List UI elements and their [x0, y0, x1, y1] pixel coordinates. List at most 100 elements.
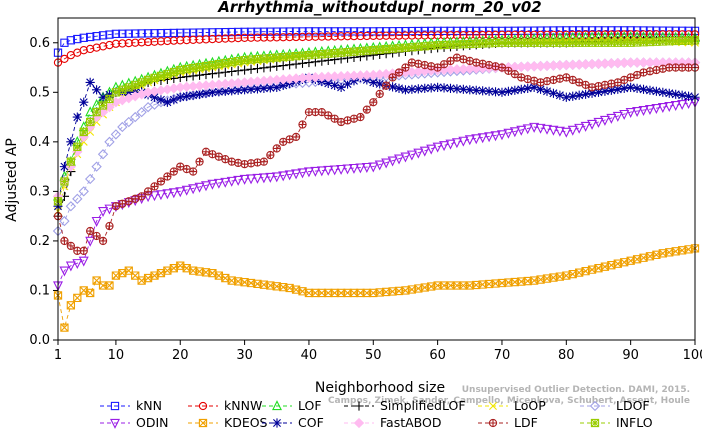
data-point-odin — [368, 162, 379, 173]
data-point-cof — [458, 84, 468, 94]
data-point-knnw — [240, 33, 249, 42]
data-point-odin — [651, 104, 662, 114]
data-point-ldof — [97, 149, 109, 160]
x-tick-label: 60 — [429, 348, 446, 363]
data-point-odin — [567, 125, 578, 136]
data-point-ldf — [163, 172, 172, 181]
data-point-kdeos — [60, 323, 69, 332]
data-point-cof — [445, 83, 456, 93]
data-point-ldf — [317, 107, 326, 117]
data-point-knn — [330, 27, 339, 36]
data-point-knn — [234, 27, 243, 37]
data-point-simplifiedlof — [259, 63, 269, 73]
data-point-cof — [478, 86, 488, 96]
data-point-ldf — [66, 241, 76, 251]
legend-item-odin: ODIN — [100, 415, 169, 430]
legend-item-cof: COF — [262, 415, 324, 430]
data-point-knnw — [92, 43, 101, 52]
data-point-knn — [349, 27, 359, 36]
data-point-ldf — [600, 80, 610, 90]
series-line-ldof — [57, 62, 695, 232]
y-tick-label: 0.3 — [29, 184, 50, 199]
data-point-odin — [535, 123, 546, 134]
legend-label-inflo: INFLO — [616, 415, 653, 430]
data-point-odin — [593, 117, 604, 128]
data-point-ldf — [394, 68, 404, 77]
data-point-cof — [233, 85, 243, 95]
data-point-odin — [625, 107, 636, 118]
legend-label-knn: kNN — [136, 398, 162, 413]
data-point-knn — [594, 26, 603, 35]
data-point-odin — [644, 105, 655, 115]
data-point-cof — [72, 112, 82, 122]
data-point-cof — [207, 87, 218, 97]
data-point-odin — [471, 134, 482, 145]
data-point-knn — [214, 28, 224, 37]
data-point-odin — [316, 166, 327, 177]
data-point-knnw — [253, 33, 262, 42]
x-tick-label: 40 — [301, 348, 318, 363]
data-point-knnw — [259, 33, 269, 42]
data-point-knnw — [208, 34, 217, 44]
data-point-inflo — [221, 58, 230, 68]
data-point-ldf — [98, 236, 108, 246]
data-point-odin — [104, 204, 115, 215]
data-point-knnw — [291, 32, 301, 42]
data-point-knnw — [156, 37, 166, 46]
data-point-knnw — [343, 32, 352, 41]
data-point-ldf — [92, 231, 101, 241]
data-point-knnw — [298, 32, 307, 42]
data-point-ldf — [555, 74, 565, 83]
data-point-cof — [555, 90, 565, 100]
data-point-knn — [246, 27, 256, 36]
data-point-ldf — [137, 192, 146, 201]
series-kdeos — [53, 244, 700, 332]
data-point-odin — [432, 142, 443, 153]
data-point-knn — [394, 27, 404, 36]
data-point-cof — [568, 91, 578, 101]
data-point-inflo — [60, 177, 69, 186]
data-point-cof — [92, 85, 102, 95]
data-point-ldf — [594, 81, 603, 91]
data-point-simplifiedlof — [194, 70, 205, 80]
data-point-inflo — [150, 73, 159, 83]
data-point-odin — [278, 171, 289, 182]
data-point-odin — [342, 164, 353, 175]
data-point-odin — [664, 102, 675, 113]
data-point-knn — [452, 26, 462, 36]
data-point-simplifiedlof — [291, 59, 301, 69]
data-point-inflo — [195, 62, 204, 72]
data-point-simplifiedlof — [207, 69, 218, 79]
series-line-odin — [57, 101, 696, 286]
data-point-ldof — [91, 161, 102, 172]
data-point-ldf — [86, 226, 95, 236]
data-point-inflo — [98, 101, 108, 110]
data-point-inflo — [163, 69, 172, 79]
data-point-knnw — [304, 32, 314, 41]
data-point-odin — [381, 158, 392, 169]
legend-label-ldf: LDF — [514, 415, 538, 430]
data-point-simplifiedlof — [214, 68, 224, 78]
data-point-simplifiedlof — [239, 65, 250, 75]
data-point-ldof — [117, 121, 128, 133]
data-point-odin — [548, 125, 559, 136]
data-point-knnw — [163, 36, 172, 46]
data-point-cof — [323, 78, 333, 88]
x-axis-title: Neighborhood size — [315, 380, 445, 396]
x-tick-label: 1 — [54, 348, 62, 363]
data-point-cof — [220, 86, 230, 96]
data-point-odin — [612, 111, 623, 122]
data-point-odin — [233, 175, 244, 186]
data-point-odin — [213, 178, 224, 189]
legend-marker-fastabod — [353, 417, 365, 429]
data-point-knn — [684, 26, 693, 35]
data-point-knnw — [176, 36, 185, 45]
legend-marker-cof — [272, 418, 282, 428]
data-point-knnw — [111, 39, 121, 48]
data-point-knn — [272, 27, 281, 36]
data-point-cof — [368, 77, 378, 87]
data-point-cof — [188, 90, 198, 100]
data-point-odin — [336, 164, 347, 175]
data-point-odin — [387, 156, 398, 167]
data-point-ldf — [497, 63, 507, 72]
